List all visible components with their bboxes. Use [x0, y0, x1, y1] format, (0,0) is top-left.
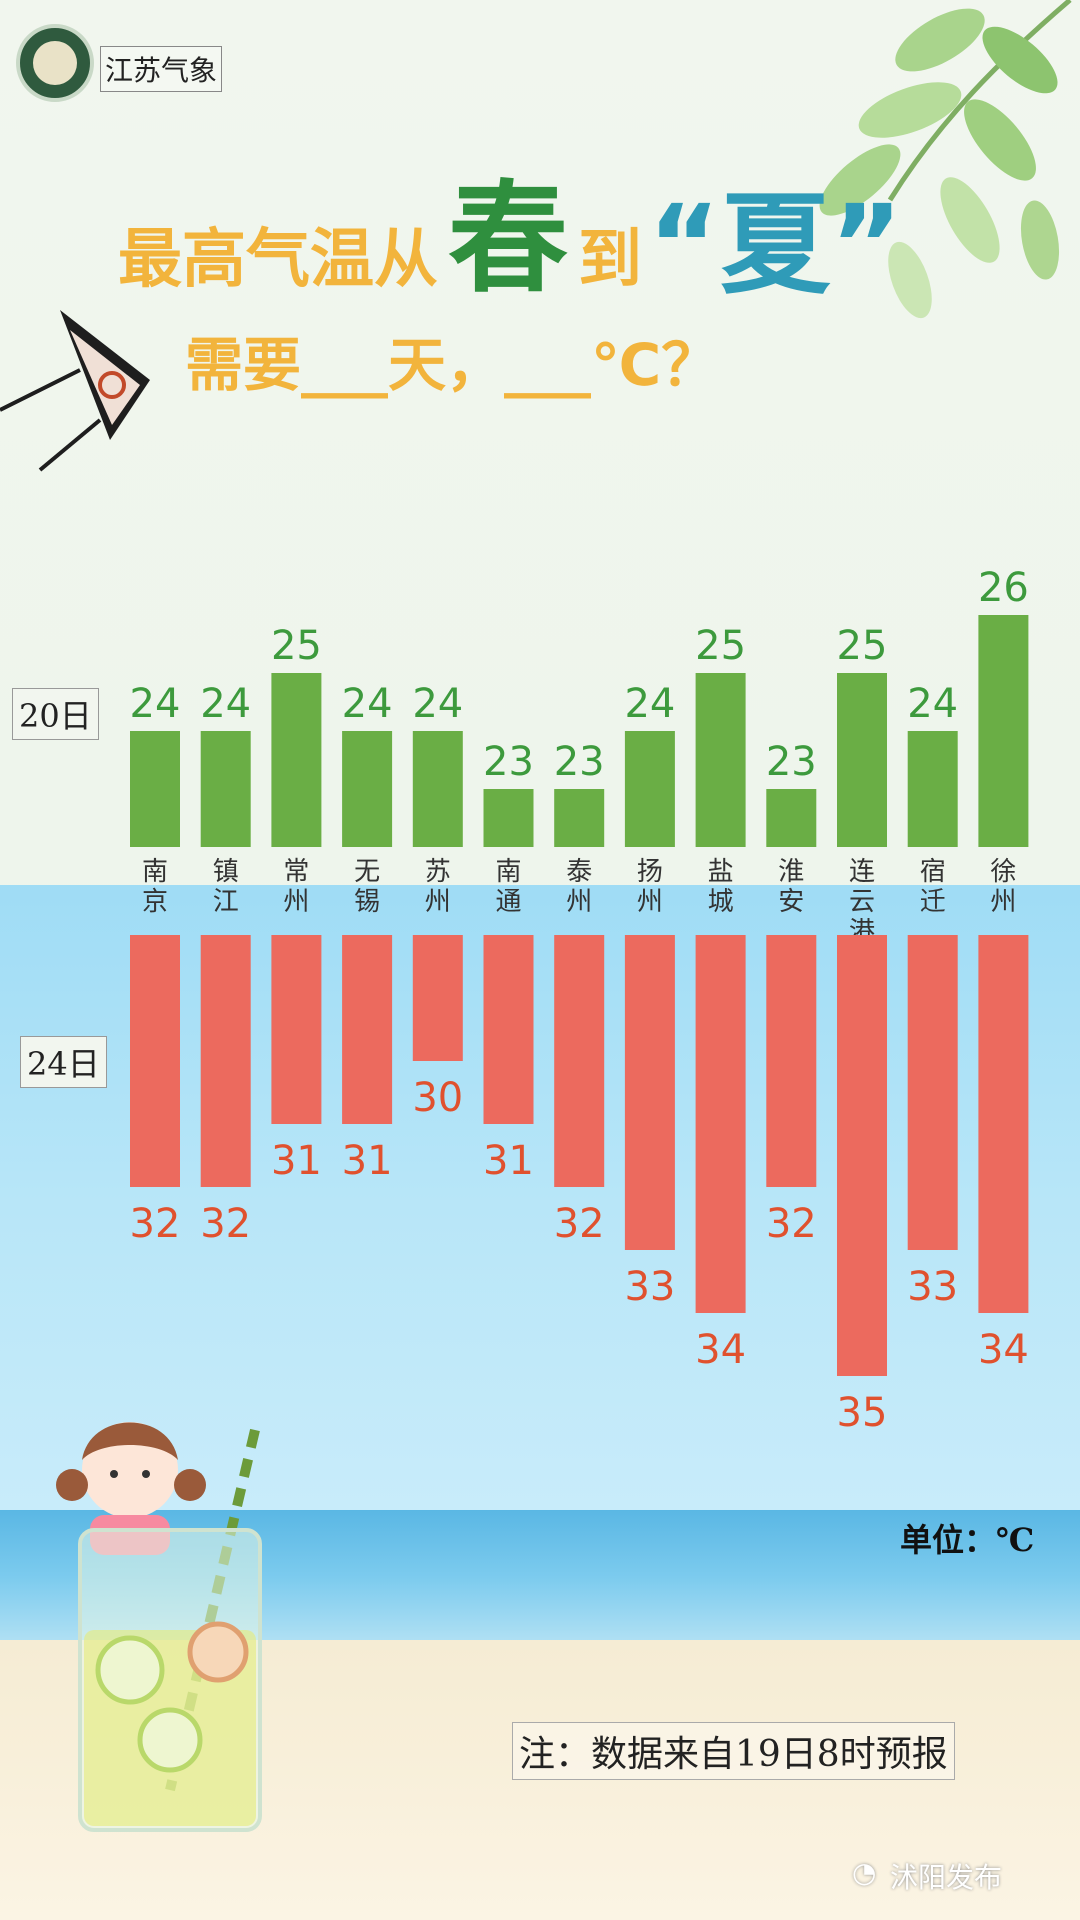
- category-label-7-1: 州: [637, 887, 663, 917]
- category-label-5-0: 南: [495, 857, 521, 887]
- bar-20-5: [483, 789, 534, 847]
- temperature-chart: 24南京3224镇江3225常州3124无锡3124苏州3023南通3123泰州…: [130, 565, 1029, 1436]
- wechat-icon: ◔: [852, 1856, 877, 1889]
- bar-20-12: [978, 615, 1029, 847]
- category-label-2-1: 州: [283, 887, 309, 917]
- label-24-8: 34: [695, 1327, 746, 1373]
- bar-20-6: [554, 789, 605, 847]
- category-label-12-1: 州: [990, 887, 1016, 917]
- label-20-5: 23: [483, 739, 534, 785]
- bar-20-1: [200, 731, 251, 847]
- label-24-3: 31: [342, 1138, 393, 1184]
- category-label-5-1: 通: [495, 887, 521, 917]
- category-label-7-0: 扬: [637, 857, 663, 887]
- category-label-1-0: 镇: [213, 857, 239, 887]
- category-label-8-0: 盐: [708, 857, 734, 887]
- label-20-11: 24: [907, 681, 958, 727]
- leaves-decoration-icon: [819, 0, 1072, 319]
- category-label-1-1: 江: [213, 887, 239, 917]
- bar-24-7: [624, 935, 675, 1250]
- label-24-4: 30: [412, 1075, 463, 1121]
- label-24-2: 31: [271, 1138, 322, 1184]
- category-label-2-0: 常: [283, 857, 309, 887]
- label-24-1: 32: [200, 1201, 251, 1247]
- bar-24-6: [554, 935, 605, 1187]
- label-24-9: 32: [766, 1201, 817, 1247]
- label-20-2: 25: [271, 623, 322, 669]
- bar-20-0: [130, 731, 180, 847]
- category-label-12-0: 徐: [990, 857, 1016, 887]
- brand-name: 沭阳发布: [890, 1861, 1003, 1894]
- logo-name: 江苏气象: [100, 46, 223, 92]
- bar-24-10: [837, 935, 887, 1376]
- bar-24-4: [412, 935, 463, 1061]
- bar-24-3: [342, 935, 393, 1124]
- bar-20-9: [766, 789, 817, 847]
- bar-24-12: [978, 935, 1029, 1313]
- label-24-5: 31: [483, 1138, 534, 1184]
- title-summer: “夏”: [648, 181, 903, 309]
- category-label-3-0: 无: [354, 857, 380, 887]
- label-20-3: 24: [342, 681, 393, 727]
- category-label-4-0: 苏: [425, 857, 451, 887]
- category-label-6-0: 泰: [566, 857, 592, 887]
- bar-24-9: [766, 935, 817, 1187]
- category-label-6-1: 州: [566, 887, 592, 917]
- title-line1: 最高气温从 春 到 “夏”: [118, 160, 903, 309]
- label-20-12: 26: [978, 565, 1029, 611]
- label-20-9: 23: [766, 739, 817, 785]
- title-spring: 春: [448, 170, 568, 309]
- label-20-1: 24: [200, 681, 251, 727]
- category-label-11-0: 宿: [920, 857, 946, 887]
- label-20-7: 24: [624, 681, 675, 727]
- label-24-12: 34: [978, 1327, 1029, 1373]
- unit-label: 单位：℃: [900, 1521, 1035, 1559]
- label-24-0: 32: [130, 1201, 181, 1247]
- bar-24-0: [130, 935, 180, 1187]
- bar-24-11: [907, 935, 958, 1250]
- row-label-24: 24日: [20, 1036, 107, 1088]
- row-label-20: 20日: [12, 688, 99, 740]
- label-24-10: 35: [837, 1390, 888, 1436]
- bar-20-4: [412, 731, 463, 847]
- category-label-9-1: 安: [778, 887, 804, 917]
- bar-20-10: [837, 673, 887, 847]
- title-part2: 到: [578, 223, 642, 297]
- category-label-0-0: 南: [142, 857, 168, 887]
- weather-logo-icon: [16, 24, 94, 102]
- category-label-10-1: 云: [849, 887, 875, 917]
- bar-20-2: [271, 673, 322, 847]
- label-20-0: 24: [130, 681, 181, 727]
- category-label-9-0: 淮: [778, 857, 804, 887]
- label-20-6: 23: [554, 739, 605, 785]
- bar-20-11: [907, 731, 958, 847]
- category-label-4-1: 州: [425, 887, 451, 917]
- title-line2: 需要___天，___℃？: [185, 331, 720, 399]
- label-20-10: 25: [837, 623, 888, 669]
- category-label-8-1: 城: [708, 887, 734, 917]
- category-label-11-1: 迁: [920, 887, 946, 917]
- girl-drink-illustration-icon: [56, 1422, 262, 1832]
- bar-20-7: [624, 731, 675, 847]
- category-label-0-1: 京: [142, 887, 168, 917]
- data-source-note: 注：数据来自19日8时预报: [512, 1722, 955, 1780]
- title-part1: 最高气温从: [118, 223, 438, 297]
- bar-24-1: [200, 935, 251, 1187]
- bar-24-8: [695, 935, 746, 1313]
- swallow-icon: [0, 310, 150, 472]
- category-label-3-1: 锡: [354, 887, 380, 917]
- category-label-10-0: 连: [849, 857, 875, 887]
- bar-24-5: [483, 935, 534, 1124]
- label-20-8: 25: [695, 623, 746, 669]
- bar-20-3: [342, 731, 393, 847]
- bar-20-8: [695, 673, 746, 847]
- label-24-6: 32: [554, 1201, 605, 1247]
- label-20-4: 24: [412, 681, 463, 727]
- label-24-7: 33: [624, 1264, 675, 1310]
- bar-24-2: [271, 935, 322, 1124]
- label-24-11: 33: [907, 1264, 958, 1310]
